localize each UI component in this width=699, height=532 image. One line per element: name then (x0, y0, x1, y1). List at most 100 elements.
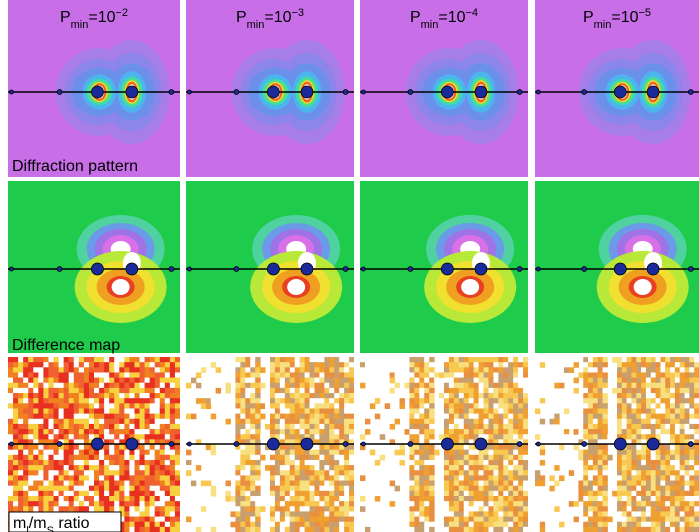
ratio-cell (8, 393, 14, 399)
ratio-cell (670, 496, 675, 502)
ratio-cell (165, 481, 171, 487)
ratio-cell (593, 455, 598, 461)
ratio-cell (280, 486, 285, 492)
ratio-cell (160, 383, 166, 389)
ratio-cell (329, 403, 334, 409)
panel (535, 181, 699, 353)
ratio-cell (43, 367, 49, 373)
ratio-cell (474, 470, 479, 476)
ratio-cell (680, 357, 685, 363)
ratio-cell (622, 388, 627, 394)
ratio-cell (665, 419, 670, 425)
ratio-cell (424, 527, 429, 532)
ratio-cell (598, 357, 603, 363)
ratio-cell (646, 429, 651, 435)
ratio-cell (459, 378, 464, 384)
ratio-cell (155, 434, 161, 440)
ratio-cell (310, 408, 315, 414)
ratio-cell (196, 383, 201, 389)
ratio-cell (479, 408, 484, 414)
ratio-cell (329, 378, 334, 384)
ratio-cell (627, 357, 632, 363)
ratio-cell (583, 527, 588, 532)
ratio-cell (250, 362, 255, 368)
ratio-cell (33, 486, 39, 492)
ratio-cell (129, 357, 135, 363)
ratio-cell (18, 357, 24, 363)
ratio-cell (513, 496, 518, 502)
ratio-cell (464, 455, 469, 461)
ratio-cell (28, 486, 34, 492)
ratio-cell (349, 445, 354, 451)
ratio-cell (651, 383, 656, 389)
ratio-cell (670, 372, 675, 378)
ratio-cell (583, 501, 588, 507)
ratio-cell (140, 398, 146, 404)
ratio-cell (627, 398, 632, 404)
ratio-cell (488, 486, 493, 492)
ratio-cell (28, 481, 34, 487)
ratio-cell (651, 527, 656, 532)
ratio-cell (607, 388, 612, 394)
ratio-cell (474, 378, 479, 384)
ratio-cell (280, 398, 285, 404)
ratio-cell (454, 378, 459, 384)
ratio-cell (680, 465, 685, 471)
ratio-cell (593, 475, 598, 481)
ratio-cell (419, 481, 424, 487)
ratio-cell (694, 434, 699, 440)
ratio-cell (444, 429, 449, 435)
ratio-cell (636, 511, 641, 517)
ratio-cell (114, 450, 120, 456)
ratio-cell (240, 496, 245, 502)
ratio-cell (449, 414, 454, 420)
ratio-cell (13, 398, 19, 404)
ratio-cell (235, 475, 240, 481)
ratio-cell (339, 501, 344, 507)
ratio-cell (631, 434, 636, 440)
ratio-cell (175, 398, 181, 404)
ratio-cell (48, 414, 54, 420)
ratio-cell (429, 465, 434, 471)
ratio-cell (140, 388, 146, 394)
ratio-cell (43, 383, 49, 389)
ratio-cell (175, 429, 181, 435)
ratio-cell (689, 429, 694, 435)
ratio-cell (314, 362, 319, 368)
ratio-cell (8, 424, 14, 430)
ratio-cell (285, 511, 290, 517)
ratio-cell (503, 403, 508, 409)
ratio-cell (513, 383, 518, 389)
ratio-cell (211, 398, 216, 404)
ratio-cell (627, 362, 632, 368)
ratio-cell (429, 429, 434, 435)
ratio-cell (104, 481, 110, 487)
ratio-cell (150, 367, 156, 373)
ratio-cell (314, 408, 319, 414)
ratio-cell (324, 511, 329, 517)
ratio-cell (651, 522, 656, 528)
ratio-cell (48, 393, 54, 399)
ratio-cell (324, 414, 329, 420)
panel (186, 181, 354, 353)
ratio-cell (670, 460, 675, 466)
base: =10 (88, 9, 115, 26)
ratio-cell (419, 486, 424, 492)
ratio-cell (38, 491, 44, 497)
ratio-cell (498, 393, 503, 399)
ratio-cell (310, 455, 315, 461)
ratio-cell (469, 383, 474, 389)
ratio-cell (270, 367, 275, 373)
ratio-cell (689, 522, 694, 528)
ratio-cell (419, 445, 424, 451)
ratio-cell (124, 367, 130, 373)
ratio-cell (400, 398, 405, 404)
ratio-cell (583, 434, 588, 440)
ratio-cell (33, 383, 39, 389)
ratio-cell (459, 460, 464, 466)
ratio-cell (670, 455, 675, 461)
ratio-cell (689, 527, 694, 532)
ratio-cell (429, 393, 434, 399)
ratio-cell (69, 455, 75, 461)
ratio-cell (155, 393, 161, 399)
